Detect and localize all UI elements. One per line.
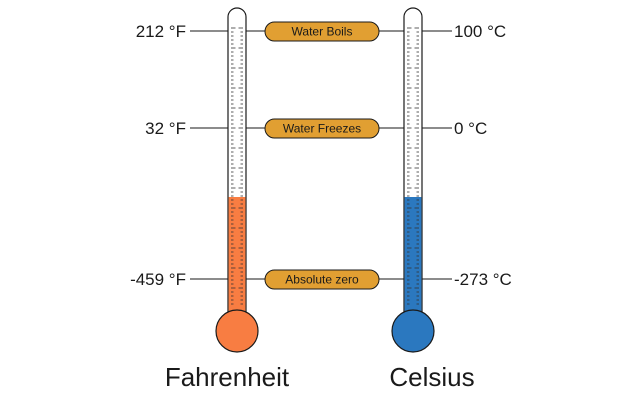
celsius-thermometer [391, 7, 435, 353]
celsius-value-absolute-zero: -273 °C [454, 270, 512, 289]
celsius-value-freezes: 0 °C [454, 119, 487, 138]
landmark-label-boils: Water Boils [292, 25, 353, 39]
landmark-label-absolute-zero: Absolute zero [285, 273, 359, 287]
fahrenheit-value-boils: 212 °F [136, 22, 186, 41]
fahrenheit-bulb [215, 309, 259, 353]
landmark-pill-freezes: Water Freezes [264, 118, 380, 139]
fahrenheit-title: Fahrenheit [165, 362, 290, 392]
celsius-tick-marks [407, 27, 419, 305]
landmark-pill-freezes-shape [264, 118, 380, 139]
celsius-bulb [391, 309, 435, 353]
fahrenheit-thermometer [215, 7, 259, 353]
fahrenheit-tick-marks [231, 27, 243, 305]
celsius-title: Celsius [389, 362, 474, 392]
landmark-label-freezes: Water Freezes [283, 122, 361, 136]
fahrenheit-value-absolute-zero: -459 °F [130, 270, 186, 289]
landmark-pill-boils: Water Boils [264, 21, 380, 42]
celsius-value-boils: 100 °C [454, 22, 506, 41]
landmark-pill-absolute-zero-shape [264, 269, 380, 290]
fahrenheit-mercury-column [228, 197, 246, 332]
landmark-pill-boils-shape [264, 21, 380, 42]
fahrenheit-value-freezes: 32 °F [145, 119, 186, 138]
landmark-pill-absolute-zero: Absolute zero [264, 269, 380, 290]
celsius-mercury-column [404, 197, 422, 332]
